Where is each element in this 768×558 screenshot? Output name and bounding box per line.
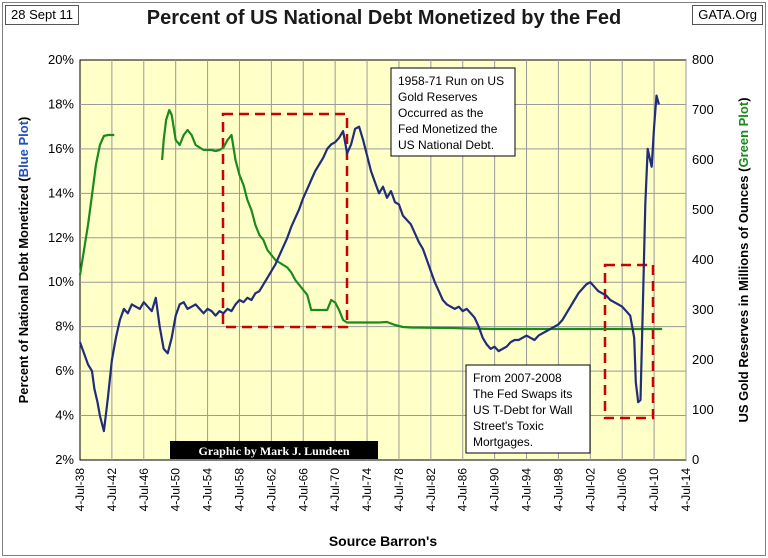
y-left-tick-label: 6% xyxy=(55,363,74,378)
x-tick-label: 4-Jul-70 xyxy=(328,468,342,512)
x-tick-label: 4-Jul-58 xyxy=(232,468,246,512)
highlight-box-2007-08 xyxy=(603,263,655,420)
y-right-tick-label: 0 xyxy=(692,452,699,467)
y-left-tick-label: 16% xyxy=(48,141,74,156)
annotation-box-1-line: 1958-71 Run on US xyxy=(398,74,504,88)
x-tick-label: 4-Jul-82 xyxy=(424,468,438,512)
y-left-axis-label: Percent of National Debt Monetized (Blue… xyxy=(16,117,31,404)
x-tick-label: 4-Jul-42 xyxy=(105,468,119,512)
credit-banner-text: Graphic by Mark J. Lundeen xyxy=(198,444,349,458)
annotation-box-1-line: Fed Monetized the xyxy=(398,122,498,136)
y-left-axis-label-part: Percent of National Debt Monetized ( xyxy=(16,177,31,404)
y-left-tick-label: 20% xyxy=(48,52,74,67)
x-tick-label: 4-Jul-66 xyxy=(296,468,310,512)
y-right-tick-label: 200 xyxy=(692,352,714,367)
y-left-tick-label: 12% xyxy=(48,230,74,245)
x-tick-label: 4-Jul-50 xyxy=(169,468,183,512)
x-tick-label: 4-Jul-46 xyxy=(137,468,151,512)
annotation-box-1: 1958-71 Run on US Gold Reserves Occurred a… xyxy=(390,67,516,157)
y-right-axis-label-part: ) xyxy=(736,97,751,101)
date-label: 28 Sept 11 xyxy=(5,5,79,25)
x-tick-label: 4-Jul-98 xyxy=(551,468,565,512)
annotation-box-2-bg xyxy=(465,364,591,454)
y-right-tick-label: 400 xyxy=(692,252,714,267)
x-tick-label: 4-Jul-14 xyxy=(679,468,693,512)
y-left-tick-label: 14% xyxy=(48,185,74,200)
x-axis-label: Source Barron's xyxy=(329,533,438,549)
green-series-line xyxy=(161,108,663,331)
annotation-box-1-line: US National Debt. xyxy=(398,138,494,152)
y-left-tick-label: 8% xyxy=(55,319,74,334)
x-tick-label: 4-Jul-02 xyxy=(583,468,597,512)
annotation-box-2-line: Mortgages. xyxy=(473,435,533,449)
y-right-tick-label: 100 xyxy=(692,402,714,417)
site-label: GATA.Org xyxy=(692,5,763,25)
y-right-tick-label: 300 xyxy=(692,302,714,317)
y-left-tick-label: 4% xyxy=(55,408,74,423)
chart-title: Percent of US National Debt Monetized by… xyxy=(146,7,622,29)
blue-series-line xyxy=(78,94,660,433)
y-left-tick-label: 18% xyxy=(48,96,74,111)
y-right-axis-label-part: US Gold Reserves in Millions of Ounces ( xyxy=(736,167,751,423)
x-tick-label: 4-Jul-62 xyxy=(264,468,278,512)
y-right-tick-label: 500 xyxy=(692,202,714,217)
x-tick-label: 4-Jul-78 xyxy=(392,468,406,512)
x-tick-label: 4-Jul-54 xyxy=(201,468,215,512)
annotation-box-1-line: Gold Reserves xyxy=(398,90,477,104)
y-left-axis-label-highlight: Blue Plot xyxy=(16,120,31,177)
annotation-box-2-line: US T-Debt for Wall xyxy=(473,403,572,417)
annotation-box-2-line: From 2007-2008 xyxy=(473,371,562,385)
highlight-box-1958-71 xyxy=(221,112,349,329)
y-left-tick-label: 10% xyxy=(48,274,74,289)
annotation-box-2-line: The Fed Swaps its xyxy=(473,387,572,401)
y-right-tick-label: 600 xyxy=(692,152,714,167)
x-tick-label: 4-Jul-94 xyxy=(520,468,534,512)
annotation-box-2-line: Street's Toxic xyxy=(473,419,544,433)
x-tick-label: 4-Jul-06 xyxy=(615,468,629,512)
y-right-tick-label: 800 xyxy=(692,52,714,67)
annotation-box-1-line: Occurred as the xyxy=(398,106,484,120)
y-right-axis-label-highlight: Green Plot xyxy=(736,101,751,167)
x-tick-label: 4-Jul-10 xyxy=(647,468,661,512)
y-right-tick-label: 700 xyxy=(692,102,714,117)
credit-banner-bg xyxy=(170,441,378,459)
annotation-box-1-bg xyxy=(390,67,516,157)
y-left-axis-label-part: ) xyxy=(16,117,31,121)
y-left-tick-label: 2% xyxy=(55,452,74,467)
green-series-line xyxy=(78,133,115,276)
y-right-axis-label: US Gold Reserves in Millions of Ounces (… xyxy=(736,97,751,422)
x-tick-label: 4-Jul-86 xyxy=(456,468,470,512)
plot-area xyxy=(79,59,687,461)
x-tick-label: 4-Jul-74 xyxy=(360,468,374,512)
x-tick-label: 4-Jul-90 xyxy=(488,468,502,512)
x-tick-label: 4-Jul-38 xyxy=(73,468,87,512)
annotation-box-2: From 2007-2008 The Fed Swaps its US T-Debt… xyxy=(465,364,591,454)
